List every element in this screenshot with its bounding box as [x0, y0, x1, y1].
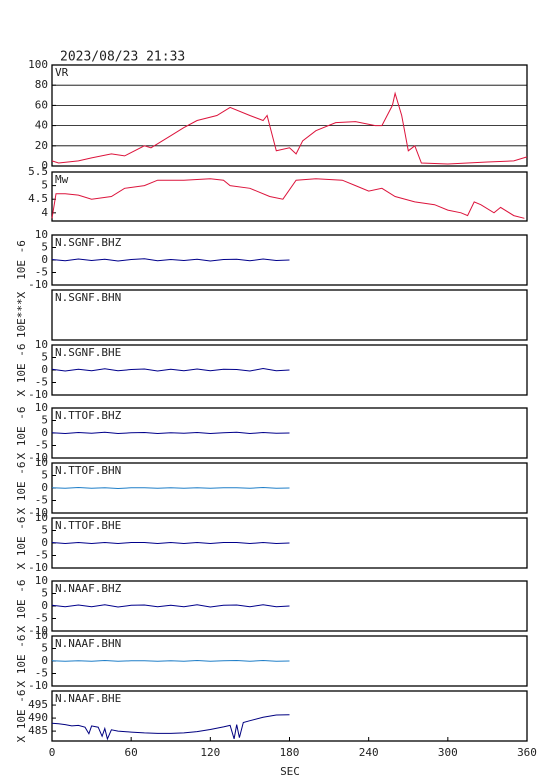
y-tick-label: -10	[28, 679, 48, 692]
y-axis-label: X 10E -6	[15, 407, 28, 460]
y-tick-label: 5	[41, 351, 48, 364]
y-tick-label: 10	[35, 629, 48, 642]
x-tick-label: 300	[438, 746, 458, 759]
y-tick-label: 10	[35, 511, 48, 524]
y-tick-label: 20	[35, 139, 48, 152]
y-tick-label: 10	[35, 574, 48, 587]
panel-label: N.TTOF.BHZ	[55, 409, 122, 422]
y-tick-label: 60	[35, 98, 48, 111]
y-axis-label: X 10E -6	[15, 580, 28, 633]
trace	[51, 367, 290, 372]
panel-label: Mw	[55, 173, 69, 186]
x-tick-label: 60	[125, 746, 138, 759]
panel-frame	[51, 690, 528, 742]
y-tick-label: 4	[41, 206, 48, 219]
panel-label: N.NAAF.BHZ	[55, 582, 122, 595]
y-axis-label: X 10E -6	[15, 517, 28, 570]
panel-label: N.NAAF.BHE	[55, 692, 121, 705]
y-tick-label: -5	[35, 439, 48, 452]
y-tick-label: 5	[41, 179, 48, 192]
y-tick-label: 0	[41, 536, 48, 549]
y-tick-label: 5	[41, 524, 48, 537]
y-tick-label: -5	[35, 494, 48, 507]
y-tick-label: 490	[28, 711, 48, 724]
panel-label: N.SGNF.BHZ	[55, 236, 122, 249]
trace	[51, 659, 290, 662]
trace	[51, 258, 290, 262]
trace	[51, 178, 525, 219]
panel-frame	[51, 64, 528, 167]
x-tick-label: 360	[517, 746, 537, 759]
y-tick-label: 0	[41, 253, 48, 266]
y-tick-label: 485	[28, 724, 48, 737]
y-axis-label: X 10E -6	[15, 462, 28, 515]
trace	[51, 541, 290, 545]
panel-label: N.NAAF.BHN	[55, 637, 121, 650]
y-tick-label: -5	[35, 266, 48, 279]
header-time: 2023/08/23 21:33	[60, 50, 185, 65]
y-tick-label: 10	[35, 401, 48, 414]
y-axis-label: 10E -6	[15, 240, 28, 280]
y-tick-label: 0	[41, 599, 48, 612]
y-tick-label: 40	[35, 119, 48, 132]
y-tick-label: 5	[41, 414, 48, 427]
y-tick-label: 0	[41, 481, 48, 494]
y-tick-label: -5	[35, 667, 48, 680]
y-tick-label: 10	[35, 338, 48, 351]
x-tick-label: 180	[280, 746, 300, 759]
y-axis-label: X 10E -6	[15, 344, 28, 397]
y-axis-label: X 10E -6	[15, 690, 28, 743]
x-axis-label: SEC	[280, 765, 300, 778]
y-tick-label: -10	[28, 624, 48, 637]
trace	[51, 714, 290, 741]
panel-label: N.TTOF.BHE	[55, 519, 121, 532]
y-tick-label: 5	[41, 642, 48, 655]
y-tick-label: 5	[41, 469, 48, 482]
y-tick-label: -10	[28, 388, 48, 401]
panel-label: N.TTOF.BHN	[55, 464, 121, 477]
trace	[51, 91, 528, 165]
panel-label: VR	[55, 66, 69, 79]
y-tick-label: 0	[41, 159, 48, 172]
y-tick-label: 5.5	[28, 165, 48, 178]
y-tick-label: 5	[41, 587, 48, 600]
x-tick-label: 120	[200, 746, 220, 759]
y-tick-label: 0	[41, 654, 48, 667]
y-tick-label: 10	[35, 228, 48, 241]
panel-frame	[51, 289, 528, 341]
y-tick-label: -5	[35, 612, 48, 625]
panel-label: N.SGNF.BHN	[55, 291, 121, 304]
y-tick-label: -10	[28, 561, 48, 574]
y-tick-label: 0	[41, 363, 48, 376]
trace	[51, 604, 290, 608]
y-tick-label: 0	[41, 426, 48, 439]
y-tick-label: -5	[35, 376, 48, 389]
y-tick-label: 10	[35, 456, 48, 469]
y-tick-label: 100	[28, 58, 48, 71]
trace	[51, 431, 290, 435]
y-tick-label: 495	[28, 698, 48, 711]
panel-label: N.SGNF.BHE	[55, 346, 121, 359]
y-axis-label: X 10E -6	[15, 635, 28, 688]
y-tick-label: 4.5	[28, 192, 48, 205]
y-tick-label: -10	[28, 506, 48, 519]
trace	[51, 486, 290, 490]
x-tick-label: 240	[359, 746, 379, 759]
y-tick-label: 80	[35, 78, 48, 91]
y-axis-label: 10E***X	[15, 291, 28, 338]
y-tick-label: -10	[28, 278, 48, 291]
y-tick-label: 5	[41, 241, 48, 254]
panel-frame	[51, 171, 528, 222]
y-tick-label: -5	[35, 549, 48, 562]
x-tick-label: 0	[49, 746, 56, 759]
y-tick-label: -10	[28, 451, 48, 464]
